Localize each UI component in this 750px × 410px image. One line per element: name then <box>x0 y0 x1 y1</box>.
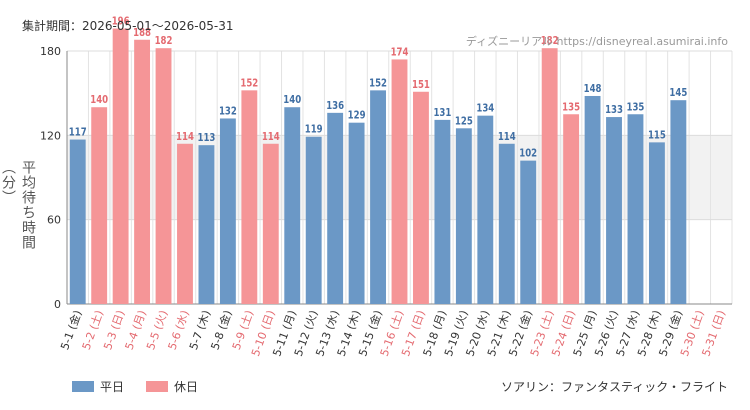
bar-value-label: 136 <box>326 99 344 112</box>
y-tick-label: 120 <box>40 129 61 142</box>
bar <box>627 114 644 304</box>
bar <box>112 28 129 305</box>
bar <box>520 160 537 304</box>
bar-value-label: 115 <box>648 128 666 141</box>
bar-value-label: 152 <box>240 76 258 89</box>
watermark: ディズニーリアル https://disneyreal.asumirai.inf… <box>465 35 728 48</box>
bar <box>348 122 365 304</box>
bar <box>541 48 558 304</box>
bar <box>327 112 344 304</box>
bar <box>606 117 622 304</box>
y-axis-label: 平均待ち時間（分） <box>0 160 36 250</box>
bar-value-label: 114 <box>176 130 194 143</box>
bar <box>455 128 472 304</box>
bar-value-label: 132 <box>219 104 237 117</box>
bar-value-label: 135 <box>627 100 645 113</box>
legend-item-holiday[interactable]: 休日 <box>146 378 198 395</box>
bar <box>155 48 172 304</box>
bar <box>434 119 451 304</box>
bar <box>219 118 236 304</box>
bar <box>177 143 193 304</box>
bar <box>69 139 86 304</box>
bar-value-label: 182 <box>155 34 173 47</box>
bar-value-label: 174 <box>391 45 409 58</box>
bar-value-label: 117 <box>69 126 87 139</box>
bar-value-label: 145 <box>669 86 687 99</box>
bar <box>198 145 215 304</box>
bar <box>305 136 322 304</box>
bar-value-label: 134 <box>476 102 494 115</box>
y-tick-label: 0 <box>54 298 61 311</box>
bar <box>670 100 687 304</box>
bar <box>648 142 665 304</box>
bar-value-label: 102 <box>519 147 537 160</box>
bar <box>584 95 601 304</box>
bar <box>91 107 108 304</box>
y-tick-label: 60 <box>47 214 61 227</box>
bar-value-label: 182 <box>541 34 559 47</box>
bar <box>477 115 494 305</box>
bar-value-label: 114 <box>262 130 280 143</box>
bar-value-label: 114 <box>498 130 516 143</box>
legend: 平日 休日 <box>72 378 198 395</box>
legend-item-weekday[interactable]: 平日 <box>72 378 124 395</box>
bar-value-label: 148 <box>584 82 602 95</box>
bar <box>134 39 151 304</box>
legend-swatch-holiday <box>146 381 169 392</box>
bar-value-label: 152 <box>369 76 387 89</box>
bar-value-label: 140 <box>90 93 108 106</box>
legend-swatch-weekday <box>72 381 94 392</box>
bar-value-label: 188 <box>133 26 151 39</box>
bar-value-label: 131 <box>433 106 451 119</box>
bar <box>563 114 580 304</box>
bar-value-label: 129 <box>348 109 366 122</box>
bar <box>498 143 515 304</box>
bar-value-label: 119 <box>305 123 323 136</box>
legend-label-holiday: 休日 <box>174 380 199 394</box>
bar <box>241 90 258 304</box>
bar-value-label: 133 <box>605 103 623 116</box>
bar <box>370 90 386 304</box>
bar-value-label: 135 <box>562 100 580 113</box>
attraction-name: ソアリン：ファンタスティック・フライト <box>500 380 728 394</box>
bar <box>391 59 408 304</box>
bar-value-label: 113 <box>197 131 215 144</box>
y-tick-label: 180 <box>40 45 61 58</box>
period-label: 集計期間：2026-05-01～2026-05-31 <box>22 19 234 33</box>
bar <box>413 91 429 304</box>
bar-value-label: 151 <box>412 78 430 91</box>
bar-value-label: 125 <box>455 114 473 127</box>
legend-label-weekday: 平日 <box>100 380 125 394</box>
bar-value-label: 140 <box>283 93 301 106</box>
bar-value-label: 196 <box>112 15 130 28</box>
bar <box>262 143 279 304</box>
bar <box>284 107 301 304</box>
